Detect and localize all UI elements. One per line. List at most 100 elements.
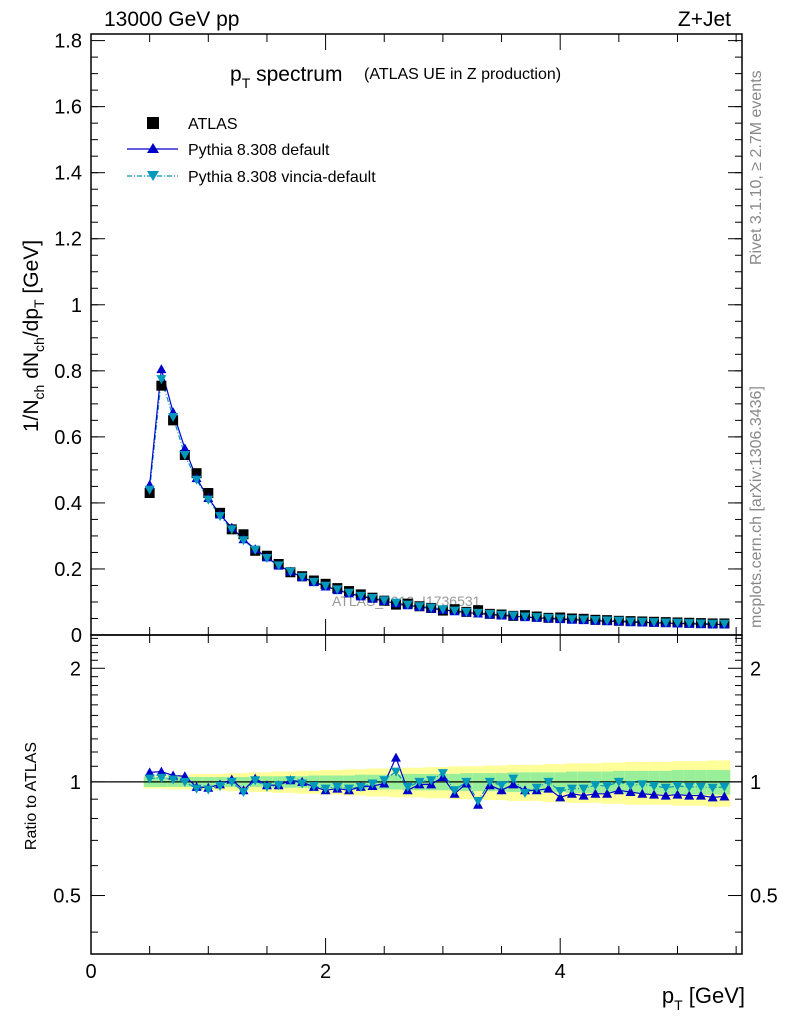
y-tick-label: 1.4 (54, 163, 82, 185)
vincia-ratio-point (273, 781, 284, 791)
vincia-point (191, 475, 202, 485)
vincia-point (320, 581, 331, 591)
default-ratio-point (156, 766, 167, 776)
vincia-point (355, 591, 366, 601)
vincia-ratio-point (625, 781, 636, 791)
ratio-tick-label-right: 0.5 (750, 886, 778, 908)
vincia-ratio-point (261, 782, 272, 792)
process-label: Z+Jet (678, 8, 731, 31)
vincia-ratio-point (496, 781, 507, 791)
ratio-tick-label-right: 1 (750, 772, 761, 794)
default-ratio-point (660, 790, 671, 800)
vincia-ratio-point (344, 784, 355, 794)
vincia-ratio-point (191, 784, 202, 794)
vincia-ratio-point (684, 782, 695, 792)
vincia-ratio-point (332, 782, 343, 792)
default-ratio-point (590, 788, 601, 798)
chart-title: pT spectrum (230, 63, 342, 91)
default-ratio-point (684, 790, 695, 800)
vincia-point (508, 611, 519, 621)
vincia-ratio-point (566, 784, 577, 794)
y-tick-label: 0 (71, 625, 82, 647)
vincia-ratio-point (590, 781, 601, 791)
vincia-ratio-point (308, 782, 319, 792)
vincia-ratio-point (285, 776, 296, 786)
chart-subtitle: (ATLAS UE in Z production) (364, 66, 561, 83)
vincia-ratio-point (414, 777, 425, 787)
vincia-point (637, 617, 648, 627)
default-ratio-point (508, 779, 519, 789)
vincia-point (449, 606, 460, 616)
y-tick-label: 0.8 (54, 361, 82, 383)
vincia-point (250, 545, 261, 555)
x-tick-label: 2 (320, 961, 331, 983)
vincia-ratio-point (320, 784, 331, 794)
vincia-ratio-point (250, 776, 261, 786)
legend-default-marker (147, 143, 159, 153)
ratio-tick-label: 0.5 (53, 886, 81, 908)
vincia-point (496, 610, 507, 620)
vincia-ratio-point (449, 786, 460, 796)
y-tick-label: 0.6 (54, 427, 82, 449)
vincia-point (426, 603, 437, 613)
legend-vincia-marker (147, 171, 159, 181)
vincia-point (566, 615, 577, 625)
default-ratio-point (555, 792, 566, 802)
vincia-ratio-point (719, 782, 730, 792)
vincia-point (402, 600, 413, 610)
vincia-ratio-point (613, 777, 624, 787)
vincia-ratio-point (168, 775, 179, 785)
vincia-point (285, 567, 296, 577)
vincia-point (144, 485, 155, 495)
vincia-ratio-point (390, 767, 401, 777)
vincia-ratio-point (144, 774, 155, 784)
vincia-ratio-point (238, 788, 249, 798)
vincia-point (168, 413, 179, 423)
vincia-point (226, 525, 237, 535)
axis-ticks: 0 0.2 0.4 0.6 0.8 1 1.2 1.4 1.6 1.8 0 2 4 0.5 0.5 1 1 2 2 (53, 31, 778, 983)
y-tick-label: 1.2 (54, 229, 82, 251)
vincia-ratio-point (637, 780, 648, 790)
default-ratio-point (543, 783, 554, 793)
default-ratio-point (578, 790, 589, 800)
vincia-point (649, 618, 660, 628)
vincia-point (719, 619, 730, 629)
ratio-axis-label: Ratio to ATLAS (23, 742, 40, 850)
vincia-point (215, 512, 226, 522)
vincia-ratio-point (226, 777, 237, 787)
x-tick-label: 4 (555, 961, 566, 983)
vincia-point (484, 609, 495, 619)
default-ratio-point (390, 752, 401, 762)
vincia-ratio-point (543, 777, 554, 787)
vincia-ratio-point (531, 783, 542, 793)
vincia-point (531, 613, 542, 623)
vincia-ratio-point (695, 782, 706, 792)
vincia-point (156, 375, 167, 385)
vincia-ratio-point (520, 788, 530, 798)
vincia-point (461, 607, 472, 617)
default-line (149, 369, 725, 626)
vincia-ratio-point (179, 777, 190, 787)
default-ratio-point (649, 789, 660, 799)
vincia-ratio-point (402, 782, 413, 792)
vincia-point (390, 598, 401, 608)
vincia-line (149, 378, 725, 625)
vincia-ratio-point (602, 782, 613, 792)
vincia-point (414, 602, 425, 612)
vincia-point (379, 596, 390, 606)
vincia-ratio-point (672, 782, 683, 792)
vincia-point (543, 613, 554, 623)
vincia-point (332, 585, 343, 595)
vincia-point (578, 615, 589, 625)
y-tick-label: 0.2 (54, 559, 82, 581)
vincia-point (590, 616, 601, 626)
vincia-point (344, 588, 355, 598)
default-ratio-point (602, 788, 613, 798)
ratio-series (144, 752, 730, 809)
default-ratio-point (625, 787, 636, 797)
vincia-ratio-point (437, 769, 448, 779)
y-tick-label: 1 (71, 295, 82, 317)
default-ratio-point (672, 789, 683, 799)
vincia-ratio-point (484, 777, 495, 787)
